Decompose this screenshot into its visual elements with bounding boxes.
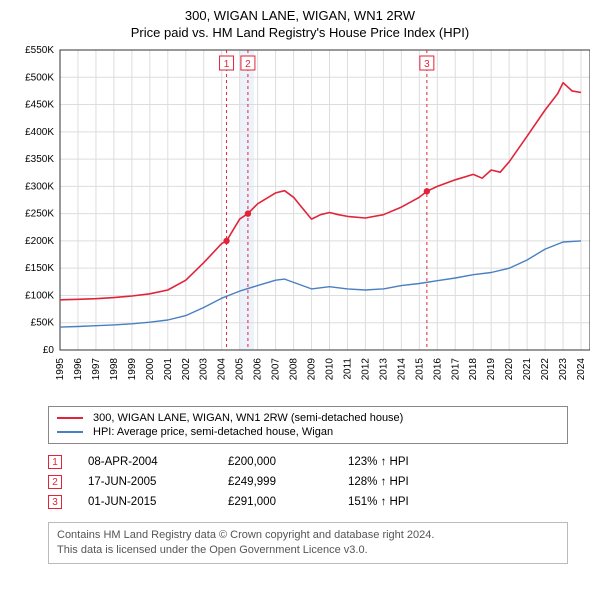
svg-text:2: 2 — [245, 59, 251, 70]
svg-text:2001: 2001 — [163, 358, 174, 381]
footer-line-2: This data is licensed under the Open Gov… — [57, 543, 559, 558]
legend-swatch — [57, 417, 83, 419]
svg-text:£200K: £200K — [25, 236, 54, 247]
sale-date: 08-APR-2004 — [88, 456, 228, 468]
svg-text:1999: 1999 — [127, 358, 138, 381]
svg-text:2004: 2004 — [217, 358, 228, 381]
svg-text:£50K: £50K — [31, 318, 55, 329]
footer-line-1: Contains HM Land Registry data © Crown c… — [57, 528, 559, 543]
title-line-2: Price paid vs. HM Land Registry's House … — [10, 25, 590, 40]
svg-text:2023: 2023 — [558, 358, 569, 381]
svg-text:2016: 2016 — [432, 358, 443, 381]
svg-text:2012: 2012 — [360, 358, 371, 381]
svg-text:2008: 2008 — [289, 358, 300, 381]
chart-container: 300, WIGAN LANE, WIGAN, WN1 2RW Price pa… — [0, 0, 600, 574]
svg-text:£0: £0 — [43, 345, 55, 356]
svg-text:1997: 1997 — [91, 358, 102, 381]
sales-row: 3 01-JUN-2015£291,000151% ↑ HPI — [48, 492, 568, 512]
svg-text:2022: 2022 — [540, 358, 551, 381]
svg-text:2013: 2013 — [378, 358, 389, 381]
svg-text:2006: 2006 — [253, 358, 264, 381]
svg-text:3: 3 — [424, 59, 430, 70]
svg-text:1996: 1996 — [73, 358, 84, 381]
svg-text:£300K: £300K — [25, 181, 54, 192]
svg-text:2002: 2002 — [181, 358, 192, 381]
svg-text:£400K: £400K — [25, 127, 54, 138]
legend-label: HPI: Average price, semi-detached house,… — [93, 426, 333, 438]
svg-text:2011: 2011 — [342, 358, 353, 380]
titles: 300, WIGAN LANE, WIGAN, WN1 2RW Price pa… — [10, 8, 590, 40]
svg-text:2007: 2007 — [271, 358, 282, 381]
svg-text:1995: 1995 — [55, 358, 66, 381]
footer: Contains HM Land Registry data © Crown c… — [48, 522, 568, 564]
sale-pct: 123% ↑ HPI — [348, 456, 568, 468]
sales-table: 1 08-APR-2004£200,000123% ↑ HPI 2 17-JUN-20… — [48, 452, 568, 512]
svg-text:2005: 2005 — [235, 358, 246, 381]
sale-price: £249,999 — [228, 476, 348, 488]
sale-date: 17-JUN-2005 — [88, 476, 228, 488]
svg-text:2024: 2024 — [576, 358, 587, 381]
svg-text:2009: 2009 — [307, 358, 318, 381]
svg-text:2019: 2019 — [486, 358, 497, 381]
chart-svg: £0 £50K £100K £150K £200K £250K £300K £350K £400… — [10, 46, 590, 396]
svg-text:£350K: £350K — [25, 154, 54, 165]
sales-row: 1 08-APR-2004£200,000123% ↑ HPI — [48, 452, 568, 472]
sale-marker: 3 — [48, 495, 62, 509]
legend-label: 300, WIGAN LANE, WIGAN, WN1 2RW (semi-de… — [93, 412, 403, 424]
svg-text:£500K: £500K — [25, 72, 54, 83]
svg-text:£550K: £550K — [25, 46, 54, 56]
svg-text:2010: 2010 — [324, 358, 335, 381]
sale-date: 01-JUN-2015 — [88, 496, 228, 508]
sale-pct: 128% ↑ HPI — [348, 476, 568, 488]
svg-text:2017: 2017 — [450, 358, 461, 381]
svg-text:£150K: £150K — [25, 263, 54, 274]
sale-pct: 151% ↑ HPI — [348, 496, 568, 508]
legend-swatch — [57, 431, 83, 433]
svg-text:2020: 2020 — [504, 358, 515, 381]
svg-text:£100K: £100K — [25, 290, 54, 301]
svg-text:2015: 2015 — [414, 358, 425, 381]
sale-price: £200,000 — [228, 456, 348, 468]
svg-text:2018: 2018 — [468, 358, 479, 381]
sale-marker: 2 — [48, 475, 62, 489]
svg-text:1998: 1998 — [109, 358, 120, 381]
svg-text:2003: 2003 — [199, 358, 210, 381]
sales-row: 2 17-JUN-2005£249,999128% ↑ HPI — [48, 472, 568, 492]
title-line-1: 300, WIGAN LANE, WIGAN, WN1 2RW — [10, 8, 590, 23]
svg-text:£250K: £250K — [25, 209, 54, 220]
svg-text:2021: 2021 — [522, 358, 533, 381]
legend-item: HPI: Average price, semi-detached house,… — [57, 425, 559, 439]
svg-text:2014: 2014 — [396, 358, 407, 381]
svg-text:£450K: £450K — [25, 100, 54, 111]
sale-marker: 1 — [48, 455, 62, 469]
legend: 300, WIGAN LANE, WIGAN, WN1 2RW (semi-de… — [48, 406, 568, 444]
svg-text:1: 1 — [224, 59, 230, 70]
legend-item: 300, WIGAN LANE, WIGAN, WN1 2RW (semi-de… — [57, 411, 559, 425]
chart-plot: £0 £50K £100K £150K £200K £250K £300K £350K £400… — [10, 46, 590, 396]
sale-price: £291,000 — [228, 496, 348, 508]
svg-text:2000: 2000 — [145, 358, 156, 381]
